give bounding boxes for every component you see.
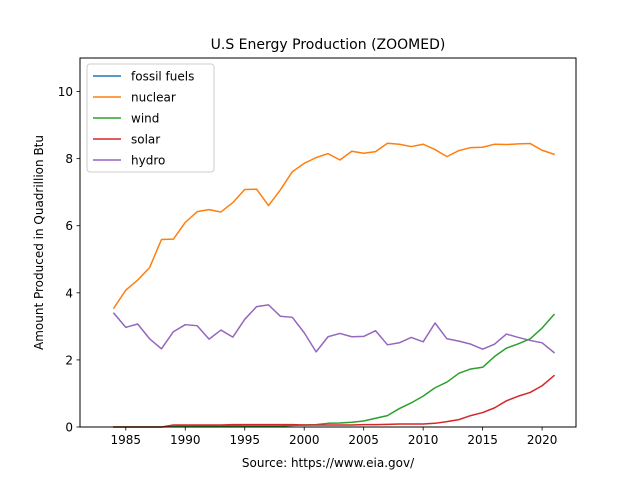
x-tick-label: 2015 [467,433,498,447]
x-tick-label: 1990 [170,433,201,447]
x-tick-label: 2000 [289,433,320,447]
series-line-wind [113,313,556,428]
series-line-solar [113,374,556,428]
legend: fossil fuels nuclear wind solar hydro [86,63,215,173]
x-axis: 1985 1990 1995 2000 2005 2010 2015 2020 [111,427,558,447]
legend-box [86,63,215,173]
y-tick-label: 8 [65,152,73,166]
y-tick-label: 10 [58,85,73,99]
x-tick-label: 2020 [527,433,558,447]
plot-frame [79,57,577,428]
y-tick-label: 2 [65,353,73,367]
legend-label-nuclear: nuclear [131,91,176,105]
y-tick-label: 0 [65,421,73,435]
x-tick-label: 2005 [348,433,379,447]
legend-label-fossil-fuels: fossil fuels [131,70,194,84]
y-tick-label: 6 [65,219,73,233]
chart-title: U.S Energy Production (ZOOMED) [211,37,446,53]
plot-lines [112,142,556,428]
y-tick-label: 4 [65,286,73,300]
legend-label-hydro: hydro [131,154,165,168]
x-tick-label: 2010 [408,433,439,447]
x-axis-label: Source: https://www.eia.gov/ [242,456,415,470]
series-line-hydro [112,304,556,354]
y-axis: 0 2 4 6 8 10 [58,85,80,435]
legend-label-solar: solar [131,133,160,147]
x-tick-label: 1995 [229,433,260,447]
x-tick-label: 1985 [111,433,142,447]
y-axis-label: Amount Produced in Quadrillion Btu [32,135,46,350]
legend-label-wind: wind [131,112,159,126]
series-line-nuclear [112,142,555,309]
